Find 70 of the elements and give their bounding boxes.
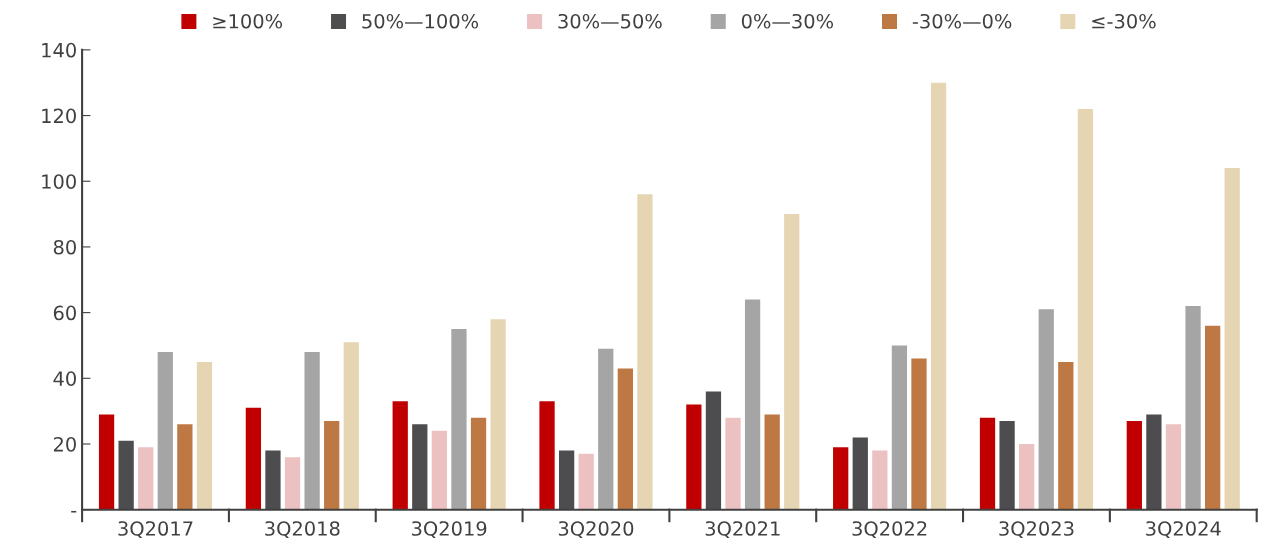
bar	[833, 447, 849, 510]
bar	[324, 421, 340, 510]
legend-label: 0%—30%	[741, 13, 834, 29]
bar	[539, 401, 555, 510]
y-tick-label: 100	[42, 174, 76, 189]
bar	[764, 414, 780, 510]
bar	[1224, 168, 1240, 510]
bar	[245, 407, 262, 510]
bar	[392, 401, 408, 510]
bar	[852, 437, 868, 510]
bar	[784, 214, 800, 510]
bar	[891, 345, 908, 510]
y-tick-label: 40	[53, 371, 76, 386]
bar	[999, 421, 1015, 510]
y-tick-label: 60	[53, 305, 76, 321]
x-tick-label: 3Q2017	[118, 521, 193, 539]
bar	[118, 440, 134, 510]
bar	[558, 450, 575, 510]
y-tick-label: -	[71, 510, 77, 513]
bar	[686, 404, 702, 510]
bar	[617, 368, 633, 510]
bar	[705, 391, 722, 510]
y-tick-label: 20	[53, 436, 76, 452]
bar	[304, 352, 320, 510]
legend-label: 50%—100%	[362, 13, 479, 29]
x-tick-label: 3Q2019	[412, 521, 487, 539]
x-tick-label: 3Q2023	[999, 521, 1074, 539]
bar	[265, 450, 281, 510]
x-tick-label: 3Q2024	[1146, 521, 1221, 539]
bar	[872, 450, 888, 510]
bar	[1185, 306, 1201, 510]
bar	[979, 417, 996, 510]
bar	[598, 348, 614, 510]
bar	[930, 82, 947, 510]
bar	[431, 430, 447, 510]
y-tick-label: 80	[53, 239, 76, 255]
bar	[1146, 414, 1162, 510]
y-tick-label: 120	[42, 108, 76, 124]
bar	[138, 447, 154, 510]
x-tick-label: 3Q2022	[852, 521, 927, 539]
bar	[196, 361, 213, 510]
bar	[284, 457, 301, 510]
bar	[911, 358, 927, 510]
bar	[1058, 361, 1074, 510]
bar	[157, 352, 173, 510]
bar	[343, 342, 359, 510]
legend-label: -30%—0%	[912, 13, 1012, 29]
bar	[1126, 421, 1142, 510]
x-tick-label: 3Q2020	[558, 521, 634, 539]
bar	[451, 329, 467, 510]
x-tick-label: 3Q2018	[265, 521, 340, 539]
bar	[412, 424, 428, 510]
bar	[744, 299, 761, 510]
bar	[725, 417, 741, 510]
bar	[637, 194, 653, 510]
bar	[98, 414, 115, 510]
legend-label: ≥100%	[213, 13, 283, 29]
bar	[470, 417, 487, 510]
legend-label: ≤-30%	[1092, 13, 1156, 29]
bar	[1165, 424, 1182, 510]
bar	[1077, 108, 1094, 510]
legend-label: 30%—50%	[558, 13, 662, 29]
bar	[1038, 309, 1054, 510]
y-tick-label: 140	[42, 42, 76, 58]
bar	[1019, 443, 1035, 510]
x-tick-label: 3Q2021	[705, 521, 780, 539]
bar	[177, 424, 193, 510]
bar	[1205, 325, 1221, 510]
bar	[490, 319, 506, 510]
bar	[578, 453, 594, 510]
